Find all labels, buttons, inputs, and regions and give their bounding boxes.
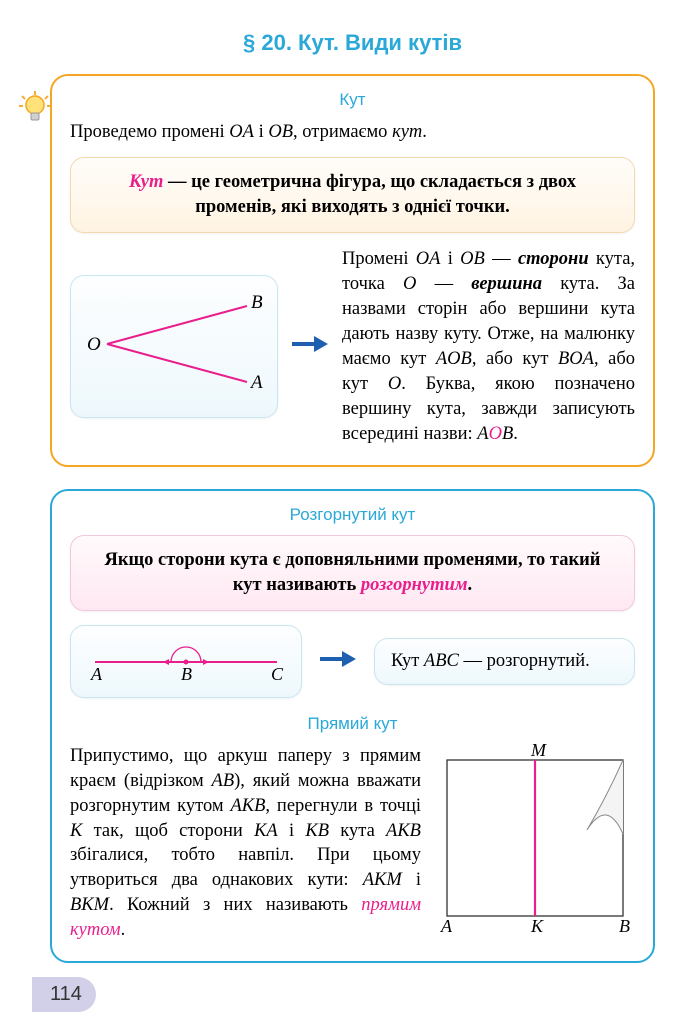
svg-text:B: B bbox=[619, 916, 630, 934]
section-heading: § 20. Кут. Види кутів bbox=[50, 30, 655, 56]
definition-box-angle: Кут — це геометрична фігура, що складаєт… bbox=[70, 157, 635, 233]
right-angle-diagram: M A K B bbox=[435, 744, 635, 939]
angle-definition-box: Кут Проведемо промені OA і OB, отримаємо… bbox=[50, 74, 655, 467]
svg-text:B: B bbox=[181, 664, 192, 684]
svg-text:A: A bbox=[249, 372, 263, 393]
lightbulb-icon bbox=[18, 90, 52, 135]
subheading-right: Прямий кут bbox=[70, 714, 635, 734]
subheading-straight: Розгорнутий кут bbox=[70, 505, 635, 525]
svg-text:A: A bbox=[90, 664, 103, 684]
subheading-kut: Кут bbox=[70, 90, 635, 110]
svg-text:K: K bbox=[530, 916, 544, 934]
angle-description: Промені OA і OB — сторони кута, точка O … bbox=[342, 247, 635, 447]
svg-text:B: B bbox=[251, 292, 263, 313]
intro-text: Проведемо промені OA і OB, отримаємо кут… bbox=[70, 120, 635, 145]
straight-angle-box: Розгорнутий кут Якщо сторони кута є допо… bbox=[50, 489, 655, 964]
straight-angle-result: Кут ABC — розгорнутий. bbox=[374, 638, 635, 685]
svg-text:M: M bbox=[530, 744, 547, 760]
right-angle-description: Припустимо, що аркуш паперу з прямим кра… bbox=[70, 744, 421, 944]
arrow-icon bbox=[288, 322, 332, 371]
page-number: 114 bbox=[32, 977, 96, 1012]
straight-angle-diagram: A B C bbox=[70, 625, 302, 698]
arrow-icon bbox=[316, 637, 360, 686]
definition-box-straight: Якщо сторони кута є доповняльними промен… bbox=[70, 535, 635, 611]
svg-text:A: A bbox=[440, 916, 453, 934]
svg-text:O: O bbox=[87, 334, 101, 355]
angle-diagram: O B A bbox=[70, 275, 278, 418]
svg-text:C: C bbox=[271, 664, 284, 684]
